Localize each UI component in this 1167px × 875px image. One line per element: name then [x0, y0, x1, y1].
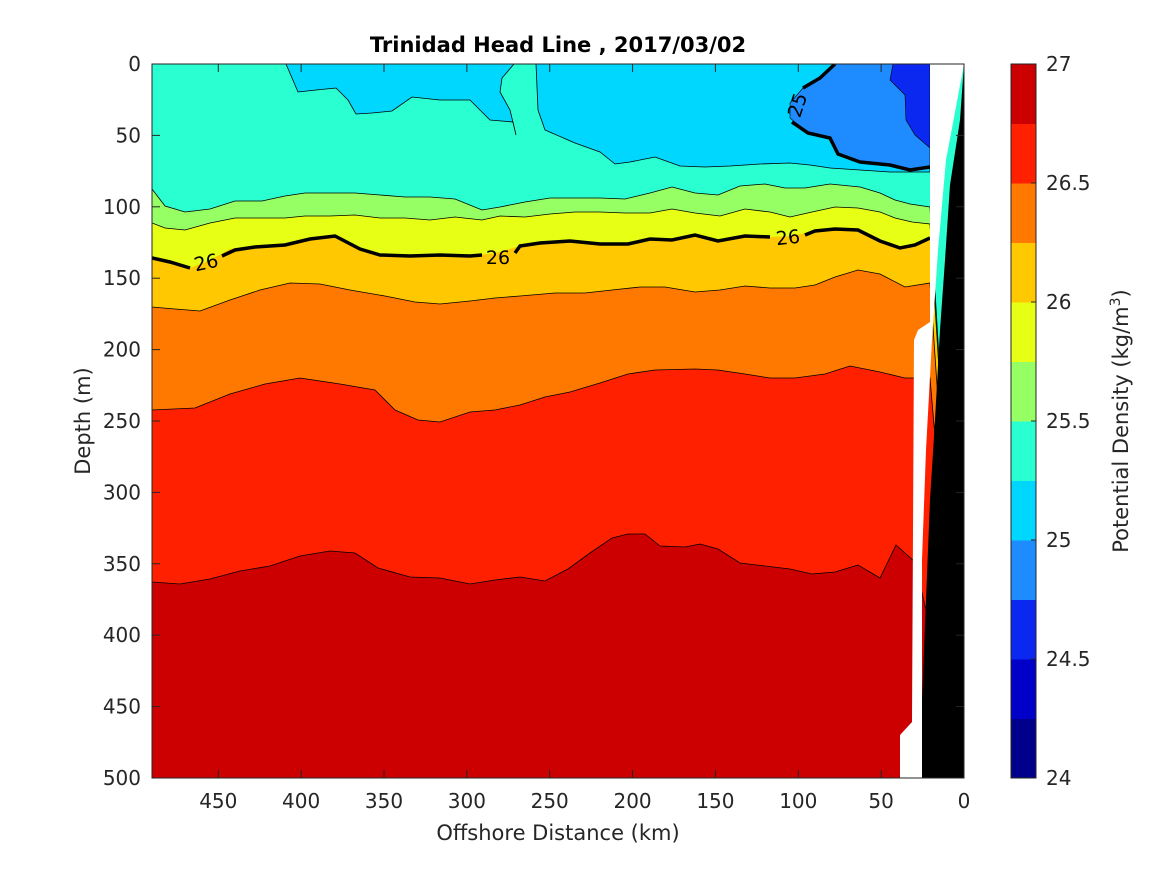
colorbar-swatch: [1011, 421, 1036, 481]
y-tick-label: 450: [103, 695, 141, 719]
y-axis-label: Depth (m): [71, 367, 95, 474]
colorbar: 24 24.5 25 25.5 26 26.5 27: [1010, 52, 1091, 790]
contour-label-26-c: 26: [775, 226, 801, 250]
y-tick-label: 100: [103, 195, 141, 219]
colorbar-swatch: [1011, 718, 1036, 779]
contour-label-26-b: 26: [486, 247, 510, 269]
y-tick-label: 500: [103, 766, 141, 790]
x-tick-label: 150: [696, 789, 734, 813]
y-tick-label: 300: [103, 480, 141, 504]
colorbar-swatch: [1011, 361, 1036, 422]
seafloor-mask: [900, 64, 964, 778]
x-tick-label: 400: [282, 789, 320, 813]
colorbar-tick-label: 26.5: [1046, 171, 1091, 195]
colorbar-tick-label: 25.5: [1046, 409, 1091, 433]
colorbar-swatch: [1011, 64, 1036, 124]
colorbar-swatch: [1011, 659, 1036, 719]
x-axis-label: Offshore Distance (km): [436, 821, 679, 845]
colorbar-tick-label: 24: [1046, 766, 1071, 790]
colorbar-swatch: [1011, 183, 1036, 243]
x-tick-label: 50: [868, 789, 893, 813]
colorbar-swatch: [1011, 599, 1036, 660]
x-tick-label: 350: [365, 789, 403, 813]
layer-25-to-25-25: [285, 64, 931, 173]
colorbar-swatch: [1011, 123, 1036, 184]
x-tick-label: 300: [448, 789, 486, 813]
x-tick-label: 250: [531, 789, 569, 813]
contour-line-25: [791, 64, 931, 172]
y-tick-label: 50: [116, 123, 141, 147]
y-tick-label: 200: [103, 338, 141, 362]
y-tick-label: 150: [103, 266, 141, 290]
seafloor-profile: [922, 64, 964, 778]
x-axis: 450 400 350 300 250 200 150 100 50 0: [199, 64, 970, 813]
colorbar-swatch: [1011, 242, 1036, 303]
contour-fill-area: [152, 64, 964, 778]
y-axis: 0 50 100 150 200 250 300 350 400 450 500: [103, 52, 964, 790]
x-tick-label: 450: [199, 789, 237, 813]
colorbar-tick-label: 24.5: [1046, 647, 1091, 671]
colorbar-swatch: [1011, 480, 1036, 541]
chart-title: Trinidad Head Line , 2017/03/02: [370, 33, 746, 57]
contour-line-26: [152, 227, 931, 270]
x-tick-label: 200: [613, 789, 651, 813]
colorbar-swatch: [1011, 302, 1036, 362]
y-tick-label: 350: [103, 552, 141, 576]
x-tick-label: 0: [958, 789, 971, 813]
colorbar-label: Potential Density (kg/m3): [1108, 289, 1133, 553]
colorbar-tick-label: 26: [1046, 290, 1071, 314]
layer-25-75-to-26: [152, 64, 964, 778]
colorbar-tick-label: 27: [1046, 52, 1071, 76]
colorbar-tick-label: 25: [1046, 528, 1071, 552]
colorbar-swatch: [1011, 540, 1036, 600]
y-tick-label: 400: [103, 623, 141, 647]
y-tick-label: 250: [103, 409, 141, 433]
y-tick-label: 0: [128, 52, 141, 76]
x-tick-label: 100: [779, 789, 817, 813]
contour-label-26-a: 26: [192, 250, 220, 277]
